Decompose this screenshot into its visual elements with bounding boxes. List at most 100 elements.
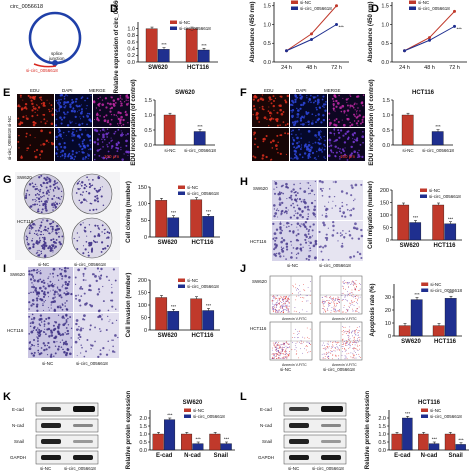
cell-dot xyxy=(362,94,365,97)
significance-label: *** xyxy=(196,437,202,442)
edu-image-panel-e: EDU DAPI MERGE 100 μm si-NC si-circ_0056… xyxy=(7,88,130,161)
flow-event xyxy=(275,346,277,348)
flow-event xyxy=(285,296,286,298)
y-tick-label: 0 xyxy=(144,328,147,334)
chart-title: SW620 xyxy=(175,90,195,96)
cell-dot xyxy=(41,289,44,293)
cell-dot xyxy=(46,120,48,122)
colony-dot xyxy=(50,238,53,242)
cell-dot xyxy=(72,128,74,130)
flow-event xyxy=(354,333,356,335)
bar xyxy=(410,299,423,337)
y-tick-label: 2.0 xyxy=(139,416,147,422)
flow-event xyxy=(288,305,290,307)
cell-dot xyxy=(64,283,67,286)
cell-dot xyxy=(69,157,72,160)
cell-dot xyxy=(337,240,339,242)
flow-axis-j3: Annexin V-FITC xyxy=(282,363,307,367)
flow-event xyxy=(285,354,286,356)
colony-dot xyxy=(47,247,50,250)
data-point xyxy=(285,49,288,53)
cell-dot xyxy=(289,216,292,219)
mig-hct116-si xyxy=(318,221,363,261)
flow-event xyxy=(339,298,340,300)
cell-dot xyxy=(29,278,33,281)
cell-dot xyxy=(342,97,344,99)
cell-dot xyxy=(253,131,256,135)
cell-dot xyxy=(99,353,102,356)
si-label: si-circ_0056618 xyxy=(26,68,58,73)
colony-dot xyxy=(40,234,43,236)
cell-dot xyxy=(32,303,35,306)
cell-dot xyxy=(43,348,46,352)
colony-dot xyxy=(49,188,51,190)
flow-event xyxy=(322,308,324,309)
cell-dot xyxy=(341,201,343,204)
flow-event xyxy=(345,340,347,341)
colony-dot xyxy=(38,249,40,252)
cell-dot xyxy=(307,254,311,258)
cell-dot xyxy=(81,287,84,290)
cell-dot xyxy=(272,118,275,120)
band xyxy=(73,455,93,460)
flow-event xyxy=(278,350,280,352)
cell-dot xyxy=(272,222,275,225)
panel-letter-l: L xyxy=(240,391,247,403)
flow-event xyxy=(345,330,347,332)
cell-dot xyxy=(356,111,358,113)
cell-dot xyxy=(300,223,302,225)
cell-dot xyxy=(317,131,321,134)
flow-event xyxy=(344,280,346,282)
flow-event xyxy=(323,309,325,311)
flow-event xyxy=(328,345,330,347)
flow-event xyxy=(350,283,351,285)
cell-dot xyxy=(28,308,30,310)
edu-si-red xyxy=(17,128,54,161)
cell-dot xyxy=(317,133,321,136)
colony-dot xyxy=(43,229,45,232)
cell-dot xyxy=(70,327,73,330)
cell-dot xyxy=(43,323,46,326)
cell-dot xyxy=(38,270,40,273)
cell-dot xyxy=(344,132,347,135)
colony-dot xyxy=(46,181,49,185)
cell-dot xyxy=(86,104,88,107)
cell-dot xyxy=(98,133,100,135)
cell-dot xyxy=(356,139,359,142)
cell-dot xyxy=(301,115,304,119)
blot-col-nc-l: si-NC xyxy=(288,466,300,471)
cell-dot xyxy=(281,248,284,250)
cell-dot xyxy=(31,115,34,118)
cell-dot xyxy=(285,182,288,186)
flow-event xyxy=(348,333,350,334)
cell-dot xyxy=(280,214,282,216)
cell-dot xyxy=(273,243,277,246)
cell-dot xyxy=(36,303,39,306)
x-tick-label: SW620 xyxy=(400,243,420,249)
cell-dot xyxy=(36,269,39,271)
y-tick-label: 2.0 xyxy=(378,416,386,422)
cell-dot xyxy=(296,136,299,140)
cell-dot xyxy=(80,352,82,354)
cell-dot xyxy=(289,103,293,106)
flow-event xyxy=(338,311,340,313)
cell-dot xyxy=(262,140,265,143)
cell-dot xyxy=(63,157,66,159)
colony-dot xyxy=(52,190,55,192)
flow-event xyxy=(329,305,331,307)
cell-dot xyxy=(346,117,349,120)
panel-letter-g: G xyxy=(3,174,12,186)
colony-dot xyxy=(91,184,94,186)
flow-event xyxy=(280,304,282,306)
flow-event xyxy=(347,341,349,343)
flow-event xyxy=(323,300,325,302)
legend-label: si-circ_0056618 xyxy=(430,288,462,293)
cell-dot xyxy=(64,302,66,304)
flow-event xyxy=(355,310,357,312)
cell-dot xyxy=(29,134,32,136)
cell-dot xyxy=(294,153,297,156)
flow-event xyxy=(345,288,346,290)
cell-dot xyxy=(273,237,275,239)
flow-event xyxy=(324,301,326,303)
flow-event xyxy=(359,296,361,298)
